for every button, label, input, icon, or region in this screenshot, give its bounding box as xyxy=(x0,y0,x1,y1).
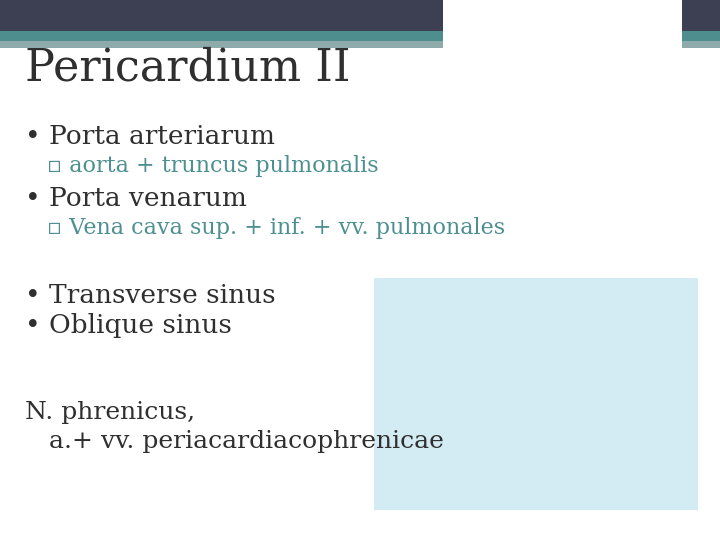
FancyBboxPatch shape xyxy=(0,0,443,31)
Text: • Oblique sinus: • Oblique sinus xyxy=(25,313,232,338)
FancyBboxPatch shape xyxy=(0,31,443,40)
FancyBboxPatch shape xyxy=(0,40,443,48)
Text: Pericardium II: Pericardium II xyxy=(25,46,351,89)
Text: • Porta venarum: • Porta venarum xyxy=(25,186,247,211)
Text: a.+ vv. periacardiacophrenicae: a.+ vv. periacardiacophrenicae xyxy=(25,429,444,453)
FancyBboxPatch shape xyxy=(682,31,720,40)
Text: ▫ aorta + truncus pulmonalis: ▫ aorta + truncus pulmonalis xyxy=(47,155,379,177)
Text: N. phrenicus,: N. phrenicus, xyxy=(25,401,195,424)
FancyBboxPatch shape xyxy=(682,40,720,48)
Text: • Porta arteriarum: • Porta arteriarum xyxy=(25,124,275,149)
FancyBboxPatch shape xyxy=(374,278,698,510)
Text: ▫ Vena cava sup. + inf. + vv. pulmonales: ▫ Vena cava sup. + inf. + vv. pulmonales xyxy=(47,217,505,239)
FancyBboxPatch shape xyxy=(682,0,720,31)
Text: • Transverse sinus: • Transverse sinus xyxy=(25,283,276,308)
